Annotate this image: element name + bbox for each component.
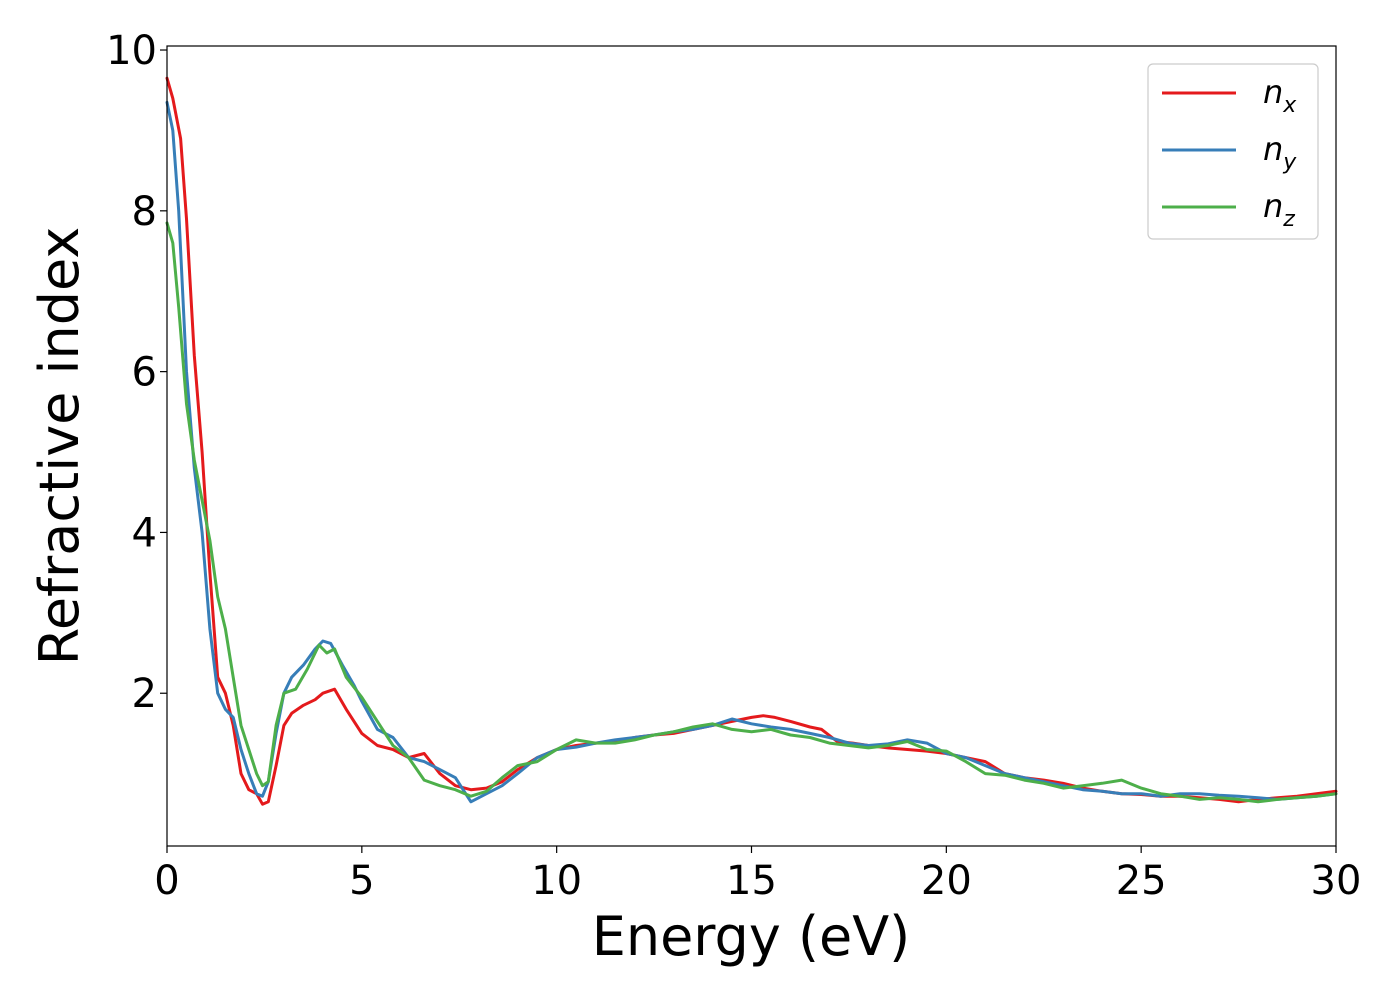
x-tick-label: 0	[154, 858, 179, 904]
x-tick-label: 10	[531, 858, 582, 904]
y-tick-label: 6	[132, 350, 157, 396]
x-tick-label: 20	[921, 858, 972, 904]
y-tick-label: 4	[132, 510, 157, 556]
legend-label-nx: nx	[1263, 73, 1297, 118]
series-line-nz	[165, 221, 1338, 804]
series-layer	[165, 76, 1338, 806]
x-tick-label: 5	[349, 858, 374, 904]
y-tick-label: 2	[132, 671, 157, 717]
x-tick-label: 30	[1311, 858, 1362, 904]
y-axis-label: Refractive index	[28, 227, 91, 666]
ticks-layer: 0 5 10 15 20 25 30 2 4 6 8 10	[106, 28, 1361, 904]
x-tick-label: 15	[726, 858, 777, 904]
x-axis-label: Energy (eV)	[592, 905, 911, 968]
y-tick-label: 8	[132, 189, 157, 235]
y-tick-label: 10	[106, 28, 157, 74]
x-tick-label: 25	[1116, 858, 1167, 904]
